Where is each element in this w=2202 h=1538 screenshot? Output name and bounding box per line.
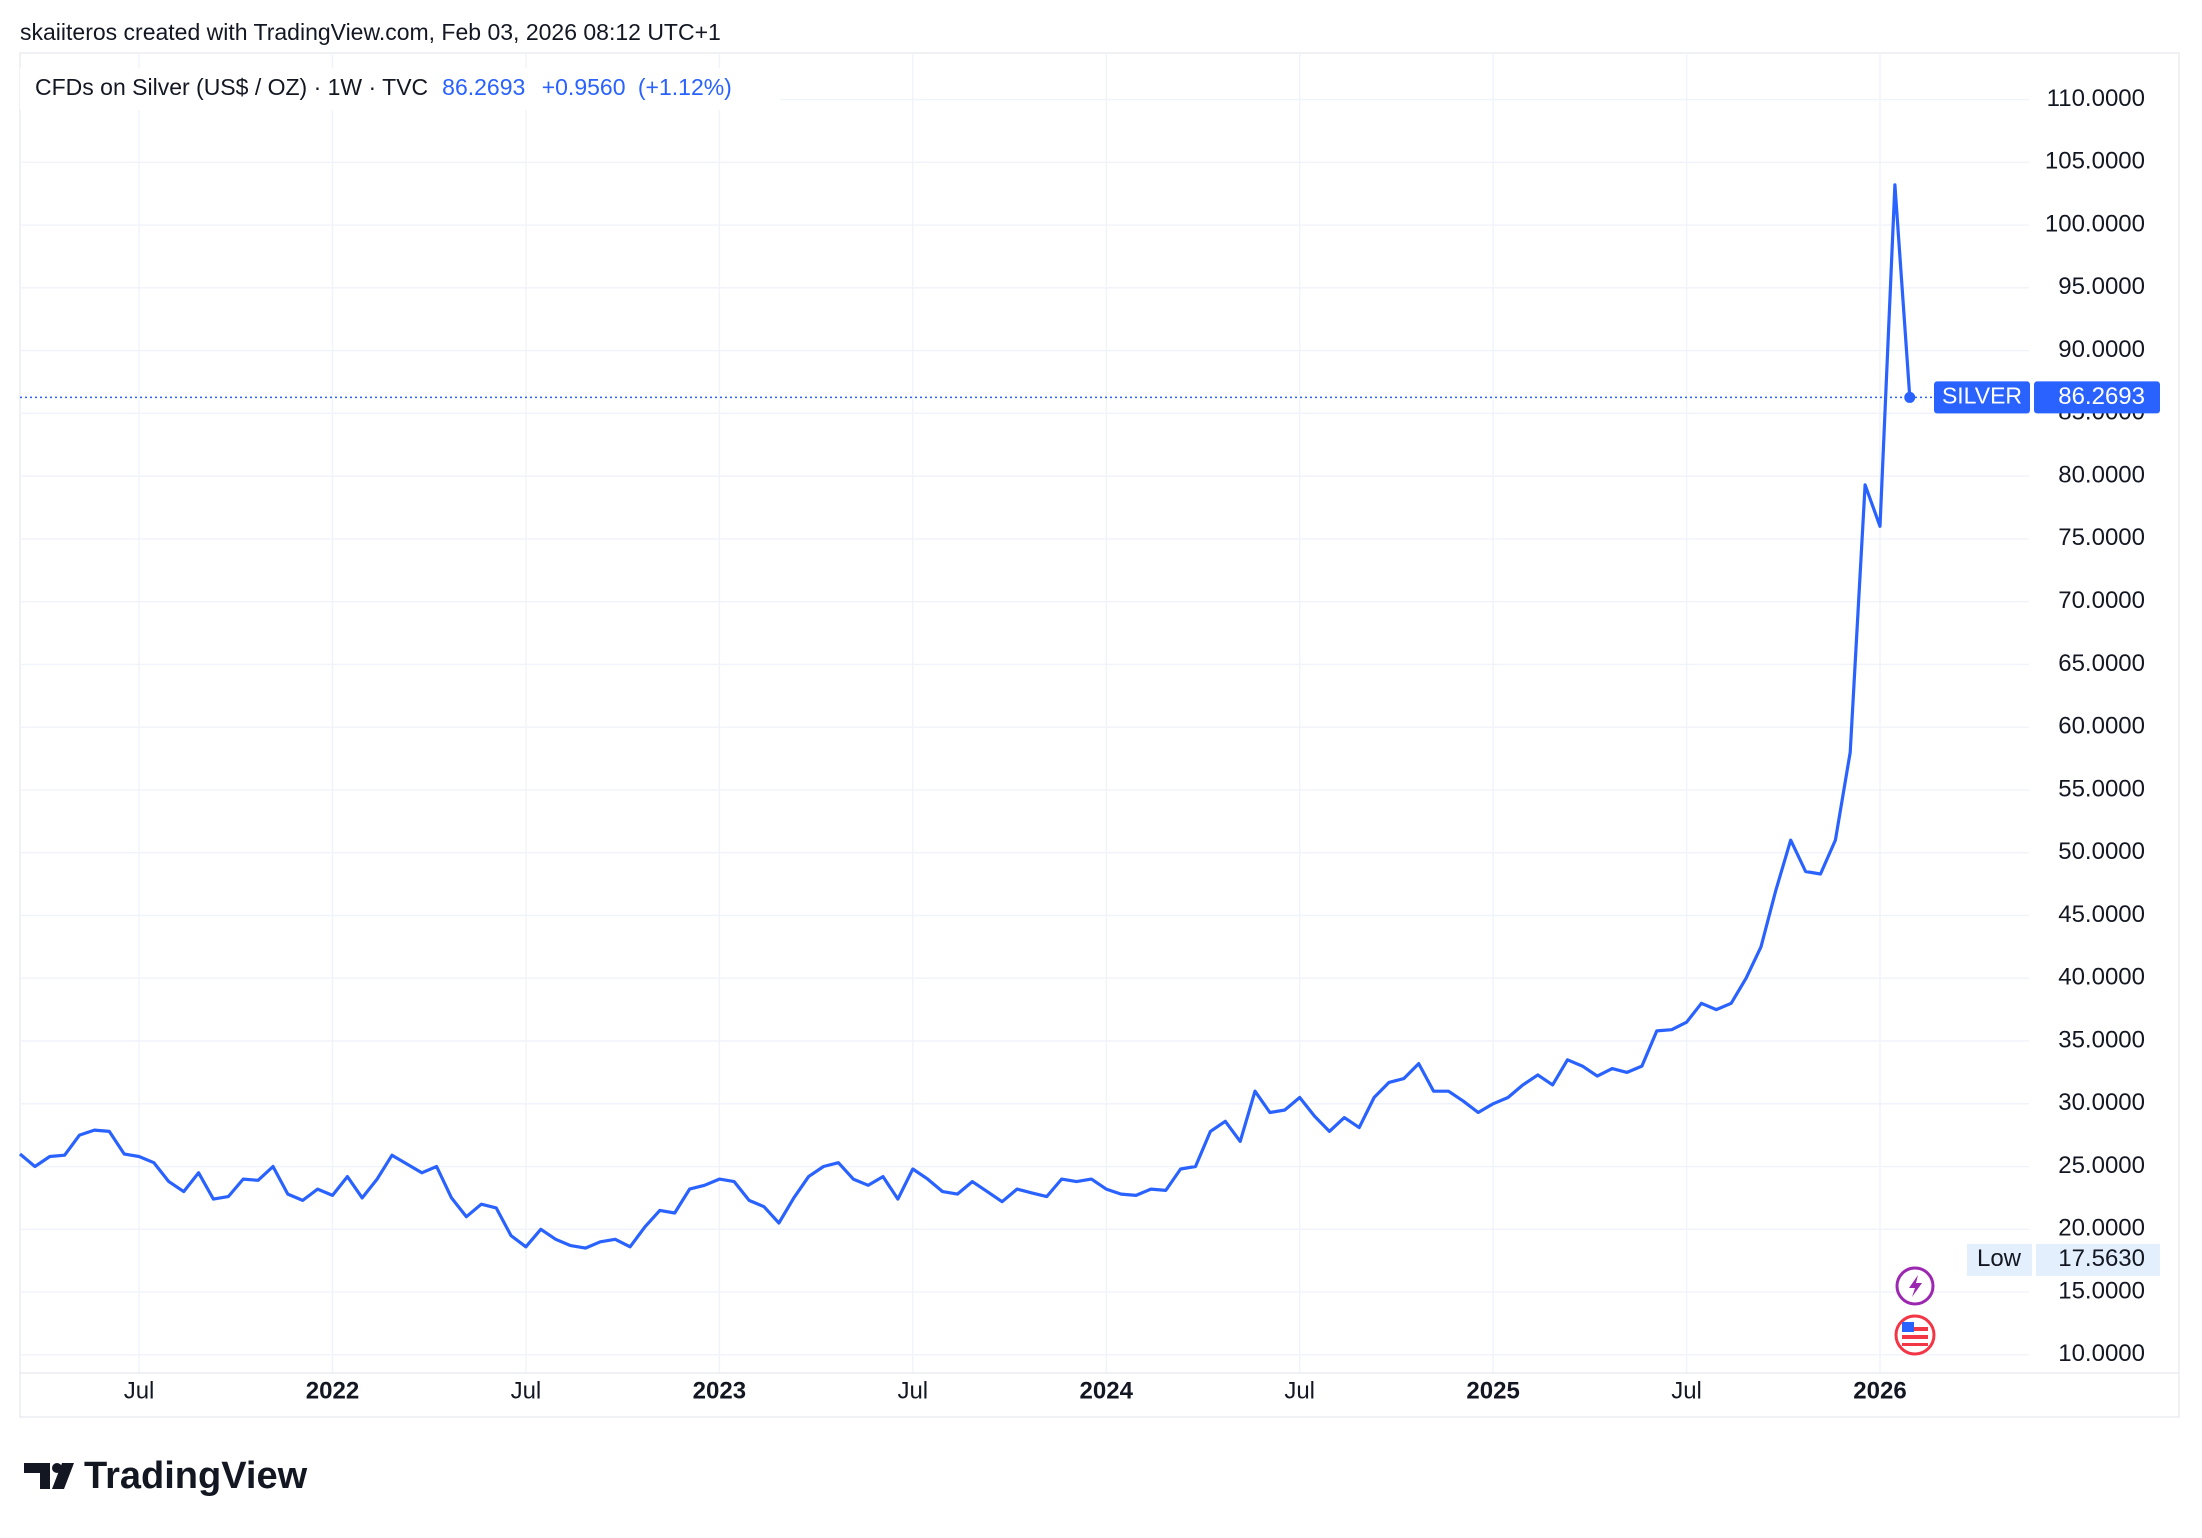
price-line [18, 183, 1912, 1250]
chart-frame [19, 52, 2180, 1418]
y-tick-label: 25.0000 [2058, 1152, 2145, 1179]
y-tick-label: 10.0000 [2058, 1340, 2145, 1367]
x-tick-label: Jul [511, 1377, 542, 1404]
y-tick-label: 100.0000 [2045, 210, 2145, 237]
y-tick-label: 75.0000 [2058, 524, 2145, 551]
logo-text: TradingView [84, 1455, 308, 1497]
events-icon [1895, 1266, 1935, 1306]
flag-icon [1894, 1314, 1936, 1356]
symbol-label-bg [1934, 381, 2030, 414]
y-tick-label: 70.0000 [2058, 587, 2145, 614]
logo-mark [24, 1463, 74, 1489]
y-tick-label: 50.0000 [2058, 838, 2145, 865]
x-tick-label: Jul [1671, 1377, 1702, 1404]
stripe [1902, 1327, 1928, 1331]
stripe [1902, 1343, 1928, 1346]
plot [18, 183, 2029, 1250]
attribution: skaiiteros created with TradingView.com,… [20, 19, 721, 45]
logo-dot [52, 1463, 62, 1473]
x-tick-label: Jul [124, 1377, 155, 1404]
change: +0.9560 [542, 74, 626, 100]
low-name-bg [1967, 1243, 2032, 1276]
x-tick-label: 2023 [693, 1377, 746, 1404]
y-tick-label: 15.0000 [2058, 1277, 2145, 1304]
x-tick-label: 2024 [1080, 1377, 1134, 1404]
logo: TradingView [24, 1455, 308, 1497]
stripe [1902, 1335, 1928, 1339]
y-tick-label: 35.0000 [2058, 1026, 2145, 1053]
x-tick-label: 2022 [306, 1377, 359, 1404]
price-label-bg [2034, 381, 2160, 414]
y-tick-label: 45.0000 [2058, 901, 2145, 928]
price: 86.2693 [442, 74, 525, 100]
header-quote: 86.2693 +0.9560 (+1.12%) [442, 74, 732, 100]
y-tick-label: 90.0000 [2058, 336, 2145, 363]
y-tick-label: 95.0000 [2058, 273, 2145, 300]
x-tick-label: Jul [897, 1377, 928, 1404]
symbol-label: SILVER [1942, 383, 2022, 409]
y-tick-label: 20.0000 [2058, 1215, 2145, 1242]
axes: 10.0000 15.0000 20.0000 25.0000 30.0000 35.00… [20, 85, 2179, 1404]
low-value: 17.5630 [2058, 1245, 2145, 1272]
y-tick-label: 40.0000 [2058, 964, 2145, 991]
low-name: Low [1977, 1245, 2022, 1272]
x-tick-label: 2026 [1853, 1377, 1906, 1404]
x-tick-label: 2025 [1466, 1377, 1519, 1404]
x-tick-label: Jul [1284, 1377, 1315, 1404]
y-tick-label: 110.0000 [2047, 85, 2145, 112]
last-point [1904, 391, 1916, 403]
y-tick-label: 55.0000 [2058, 775, 2145, 802]
legend-bg [20, 68, 780, 110]
canton [1902, 1322, 1914, 1332]
y-tick-label: 30.0000 [2058, 1089, 2145, 1116]
y-tick-label: 60.0000 [2058, 713, 2145, 740]
grid [20, 53, 2029, 1373]
price-label: 86.2693 [2058, 383, 2145, 410]
y-tick-label: 65.0000 [2058, 650, 2145, 677]
y-tick-label: 105.0000 [2045, 148, 2145, 175]
chart-title: CFDs on Silver (US$ / OZ) · 1W · TVC [35, 74, 428, 100]
y-tick-label: 80.0000 [2058, 461, 2145, 488]
lightning [1909, 1275, 1922, 1297]
low-value-bg [2036, 1243, 2160, 1276]
change-pct: (+1.12%) [638, 74, 732, 100]
